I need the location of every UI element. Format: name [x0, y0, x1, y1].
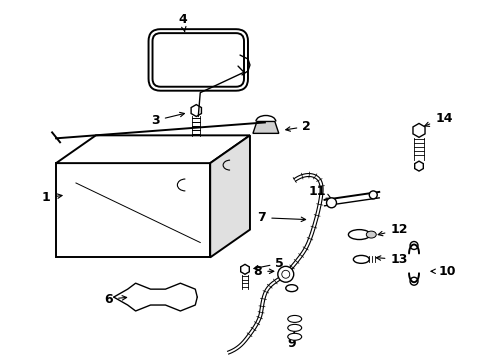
Ellipse shape [287, 315, 301, 323]
Circle shape [326, 198, 336, 208]
Circle shape [281, 270, 289, 278]
Text: 6: 6 [104, 293, 126, 306]
Polygon shape [56, 135, 249, 163]
Text: 9: 9 [287, 332, 295, 350]
Circle shape [277, 266, 293, 282]
Text: 8: 8 [253, 265, 273, 278]
Text: 12: 12 [377, 223, 407, 236]
Text: 13: 13 [375, 253, 407, 266]
Ellipse shape [366, 231, 375, 238]
Text: 1: 1 [41, 192, 62, 204]
Text: 4: 4 [178, 13, 186, 32]
Text: 7: 7 [257, 211, 305, 224]
Polygon shape [252, 121, 278, 133]
Text: 2: 2 [285, 120, 310, 133]
Text: 3: 3 [151, 112, 184, 127]
Circle shape [368, 191, 376, 199]
Ellipse shape [285, 285, 297, 292]
Ellipse shape [287, 324, 301, 331]
Text: 5: 5 [253, 257, 284, 270]
Ellipse shape [287, 333, 301, 340]
Text: 14: 14 [424, 112, 452, 126]
Circle shape [409, 242, 417, 249]
Ellipse shape [347, 230, 369, 239]
Circle shape [409, 277, 417, 285]
Ellipse shape [353, 255, 368, 264]
Text: 11: 11 [308, 185, 331, 198]
Text: 10: 10 [430, 265, 455, 278]
Polygon shape [210, 135, 249, 257]
Bar [56, 163, 210, 257]
